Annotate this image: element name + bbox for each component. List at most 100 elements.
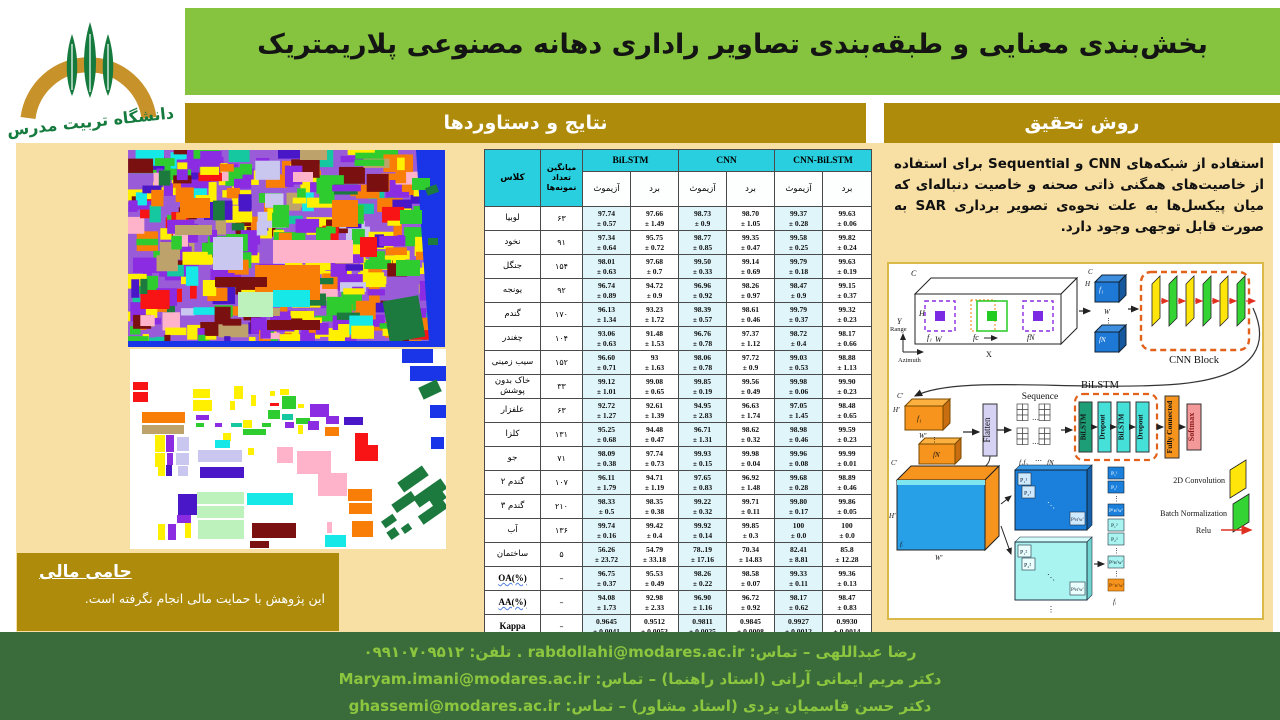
table-cell: 100 ± 0.0 [822,518,872,543]
row-count: ۹۱ [540,230,583,255]
map-region [431,437,444,449]
table-cell: 96.74 ± 0.89 [582,278,631,303]
map-region [345,264,364,271]
section-method-title: روش تحقیق [1024,112,1140,134]
sequence-cell [1022,438,1029,445]
table-cell: 96.96 ± 0.92 [678,278,727,303]
map-region [198,172,223,182]
section-method-header: روش تحقیق [884,103,1280,143]
table-cell: 95.25 ± 0.68 [582,422,631,447]
map-region [358,272,385,280]
map-region [172,180,185,192]
map-region [355,189,380,199]
table-row: نخود ۹۱ 97.34 ± 0.64 95.75 ± 0.72 98.77 ± 0.85 9… [484,230,872,255]
map-region [367,289,385,296]
table-cell: 97.34 ± 0.64 [582,230,631,255]
svg-text:H′: H′ [892,406,900,414]
map-region [128,341,445,347]
svg-text:C′: C′ [891,459,898,467]
table-row: ساختمان ۵ 56.26 ± 23.72 54.79 ± 33.18 78..19 ± … [484,542,872,567]
map-region [368,445,378,461]
map-region [360,237,377,257]
map-region [222,318,242,326]
map-region [129,326,141,335]
map-region [209,229,218,243]
svg-text:H: H [1084,280,1091,288]
table-cell: 99.68 ± 0.28 [774,470,823,495]
map-region [142,185,162,194]
col-subheader: برد [630,171,679,207]
map-region [243,420,252,428]
col-subheader: برد [726,171,775,207]
logo-cypress-trees [66,22,114,98]
sequence-cell [1016,414,1023,421]
map-region [348,489,372,501]
svg-text:⋮: ⋮ [1113,547,1120,555]
map-region [255,160,280,180]
table-cell: 98.47 ± 0.9 [774,278,823,303]
table-row: لوبیا ۶۳ 97.74 ± 0.57 97.66 ± 1.49 98.73 ± 0.9 9… [484,206,872,231]
sequence-grids: Sequence ⋯ ⋯ f₁f₂ ⋯ fN [1016,392,1058,467]
map-region [262,332,280,340]
map-region [344,417,363,425]
map-region [197,506,244,518]
map-region [193,307,217,315]
map-region [231,423,242,427]
table-cell: 98.17 ± 0.62 [774,590,823,615]
table-row: AA(%) –94.08 ± 1.73 92.98 ± 2.33 96.90 ± 1.16 9… [484,590,872,615]
row-label: گندم ۳ [484,494,541,519]
map-region [273,290,310,307]
map-region [393,222,402,237]
map-region [171,235,182,250]
svg-text:Dropout: Dropout [1099,414,1107,440]
table-cell: 99.96 ± 0.08 [774,446,823,471]
map-region [154,158,175,166]
map-region [352,521,373,537]
map-region [380,513,398,529]
map-region [300,181,311,195]
table-row: سیب زمینی ۱۵۲ 96.60 ± 0.71 93 ± 1.63 98.06 ± 0.… [484,350,872,375]
sequence-cell [1022,409,1029,416]
map-region [273,204,290,217]
table-cell: 98.72 ± 0.4 [774,326,823,351]
svg-text:f₁: f₁ [927,333,932,342]
row-count: ۱۳۶ [540,518,583,543]
map-region [128,200,138,212]
table-row: جنگل ۱۵۴ 98.01 ± 0.63 97.68 ± 0.7 99.50 ± 0.33 9… [484,254,872,279]
map-region [351,325,374,339]
table-cell: 96.71 ± 1.31 [678,422,727,447]
table-cell: 99.99 ± 0.01 [822,446,872,471]
table-cell: 92.98 ± 2.33 [630,590,679,615]
table-cell: 99.63 ± 0.19 [822,254,872,279]
svg-text:P₁²: P₁² [1111,523,1118,529]
sequence-cell [1022,433,1029,440]
svg-text:Dropout: Dropout [1137,414,1145,440]
map-region [272,212,290,228]
svg-text:P¹ʜ′ᴡ′: P¹ʜ′ᴡ′ [1109,508,1123,514]
svg-text:W: W [1104,308,1111,316]
table-cell: 99.32 ± 0.23 [822,302,872,327]
table-cell: 97.74 ± 0.57 [582,206,631,231]
relu-legend-label: Relu [1196,526,1211,535]
map-region [234,210,253,223]
table-cell: 97.66 ± 1.49 [630,206,679,231]
map-region [298,425,303,434]
row-count: ۱۳۱ [540,422,583,447]
table-cell: 99.98 ± 0.04 [726,446,775,471]
table-cell: 98.73 ± 0.9 [678,206,727,231]
map-region [234,386,243,399]
map-region [292,197,307,204]
svg-text:W′: W′ [935,554,943,562]
map-region [355,300,376,320]
map-region [142,425,184,434]
connector-curve [913,307,1260,397]
map-region [221,171,229,182]
map-region [140,315,155,327]
map-region [198,520,244,539]
map-region [142,412,185,423]
table-cell: 99.82 ± 0.24 [822,230,872,255]
map-region [133,392,148,402]
map-region [231,223,245,231]
table-cell: 92.72 ± 1.27 [582,398,631,423]
map-region [273,240,353,263]
